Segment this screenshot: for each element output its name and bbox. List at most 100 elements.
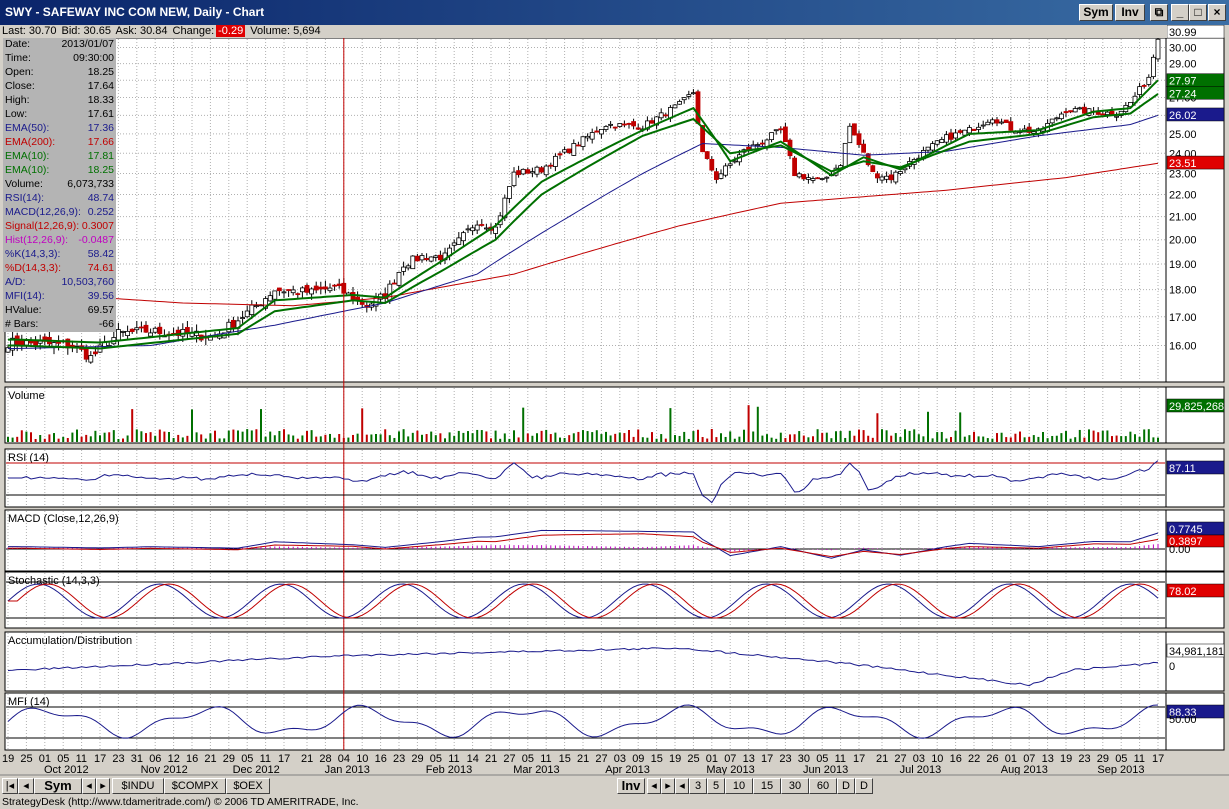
candle-body xyxy=(796,173,802,178)
period-button-60-5[interactable]: 60 xyxy=(809,778,837,794)
price-tick-label: 21.00 xyxy=(1169,212,1197,224)
x-day-label: 22 xyxy=(968,753,980,765)
info-label: Signal(12,26,9): xyxy=(5,220,80,232)
panel-badge-bg xyxy=(1166,704,1225,719)
info-label: EMA(50): xyxy=(5,122,50,134)
candle-body xyxy=(304,285,310,293)
candle-body xyxy=(424,258,430,261)
x-day-label: 17 xyxy=(278,753,290,765)
panel-title: MFI (14) xyxy=(8,696,50,708)
scroll-left-icon[interactable]: |◂ xyxy=(2,778,18,794)
candle-body xyxy=(994,119,1000,124)
candle-body xyxy=(847,125,853,144)
candle-body xyxy=(1077,107,1083,110)
info-value: 18.33 xyxy=(87,94,114,106)
x-day-label: 27 xyxy=(503,753,515,765)
scroll-prev-icon[interactable]: ◂ xyxy=(18,778,34,794)
info-value: 18.25 xyxy=(87,66,114,78)
candle-body xyxy=(1155,38,1161,60)
info-row: A/D: 10,503,760 xyxy=(5,276,114,290)
candle-body xyxy=(658,112,664,119)
info-value: 17.81 xyxy=(87,150,114,162)
x-day-label: 31 xyxy=(131,753,143,765)
sym-tab[interactable]: Sym xyxy=(34,778,82,794)
x-day-label: 11 xyxy=(540,753,551,765)
info-value: 17.36 xyxy=(87,122,114,134)
period-button-d-6[interactable]: D xyxy=(837,778,855,794)
candle-body xyxy=(451,242,457,246)
candle-body xyxy=(718,173,724,179)
panel-title: Volume xyxy=(8,390,45,402)
x-day-label: 04 xyxy=(338,753,350,765)
candle-body xyxy=(1100,113,1106,116)
candle-body xyxy=(281,291,287,294)
tab-indu[interactable]: $INDU xyxy=(112,778,164,794)
candle-body xyxy=(336,283,342,287)
x-day-label: 06 xyxy=(149,753,161,765)
x-day-label: 09 xyxy=(632,753,644,765)
ask-price: Ask: 30.84 xyxy=(115,25,168,37)
x-day-label: 21 xyxy=(301,753,313,765)
price-tick-label: 19.00 xyxy=(1169,259,1197,271)
candle-body xyxy=(695,91,701,124)
x-day-label: 03 xyxy=(614,753,626,765)
info-value: 17.61 xyxy=(87,108,114,120)
x-day-label: 11 xyxy=(260,753,271,765)
period-button-30-4[interactable]: 30 xyxy=(781,778,809,794)
minimize-icon[interactable]: _ xyxy=(1171,4,1189,21)
candle-body xyxy=(580,136,586,147)
x-day-label: 14 xyxy=(467,753,479,765)
price-tick-label: 30.00 xyxy=(1169,43,1197,55)
candle-body xyxy=(460,232,466,242)
inv-button[interactable]: Inv xyxy=(1115,4,1145,21)
close-icon[interactable]: × xyxy=(1208,4,1226,21)
sym-button[interactable]: Sym xyxy=(1079,4,1113,21)
tab-next-icon[interactable]: ▸ xyxy=(96,778,110,794)
candle-body xyxy=(405,265,411,269)
ema10-line xyxy=(8,93,1159,350)
detach-icon[interactable]: ⧉ xyxy=(1150,4,1168,21)
tab-oex[interactable]: $OEX xyxy=(226,778,270,794)
x-day-label: 03 xyxy=(913,753,925,765)
period-button-3-0[interactable]: 3 xyxy=(689,778,707,794)
candle-body xyxy=(465,228,471,231)
period-button-15-3[interactable]: 15 xyxy=(753,778,781,794)
x-month-label: Mar 2013 xyxy=(513,764,559,776)
inv-prev-icon[interactable]: ◂ xyxy=(647,778,661,794)
candle-body xyxy=(769,132,774,141)
ad-line xyxy=(7,647,1159,687)
tab-compx[interactable]: $COMPX xyxy=(164,778,226,794)
macd-line xyxy=(8,529,1159,559)
candle-body xyxy=(727,163,733,166)
info-row: MFI(14): 39.56 xyxy=(5,290,114,304)
candle-body xyxy=(879,176,885,181)
price-badge-label: 23.51 xyxy=(1169,158,1197,170)
inv-next-icon[interactable]: ▸ xyxy=(661,778,675,794)
period-button-d-7[interactable]: D xyxy=(855,778,873,794)
candle-body xyxy=(120,331,126,333)
info-label: Date: xyxy=(5,38,31,50)
candle-body xyxy=(732,160,738,163)
candle-body xyxy=(948,132,954,140)
x-day-label: 11 xyxy=(76,753,87,765)
candle-body xyxy=(134,327,140,331)
x-day-label: 30 xyxy=(798,753,810,765)
candle-body xyxy=(506,186,512,199)
candle-body xyxy=(539,167,544,173)
inv-prev2-icon[interactable]: ◂ xyxy=(675,778,689,794)
x-day-label: 25 xyxy=(20,753,32,765)
period-button-5-1[interactable]: 5 xyxy=(707,778,725,794)
maximize-icon[interactable]: □ xyxy=(1189,4,1207,21)
candle-body xyxy=(5,347,11,353)
period-button-10-2[interactable]: 10 xyxy=(725,778,753,794)
chart-area[interactable]: 16.00 17.00 18.00 19.00 20.00 21.00 22.00 23.00… xyxy=(0,24,1229,776)
panel-title: Accumulation/Distribution xyxy=(8,635,132,647)
candle-body xyxy=(635,127,641,130)
info-label: HValue: xyxy=(5,304,42,316)
candle-body xyxy=(870,165,876,173)
quote-bar: Last: 30.70 Bid: 30.65 Ask: 30.84 Change… xyxy=(2,25,1167,38)
candle-body xyxy=(612,126,618,129)
inv-tab[interactable]: Inv xyxy=(617,778,645,794)
tab-prev-icon[interactable]: ◂ xyxy=(82,778,96,794)
chart-svg[interactable]: 16.00 17.00 18.00 19.00 20.00 21.00 22.00 23.00… xyxy=(0,24,1229,776)
